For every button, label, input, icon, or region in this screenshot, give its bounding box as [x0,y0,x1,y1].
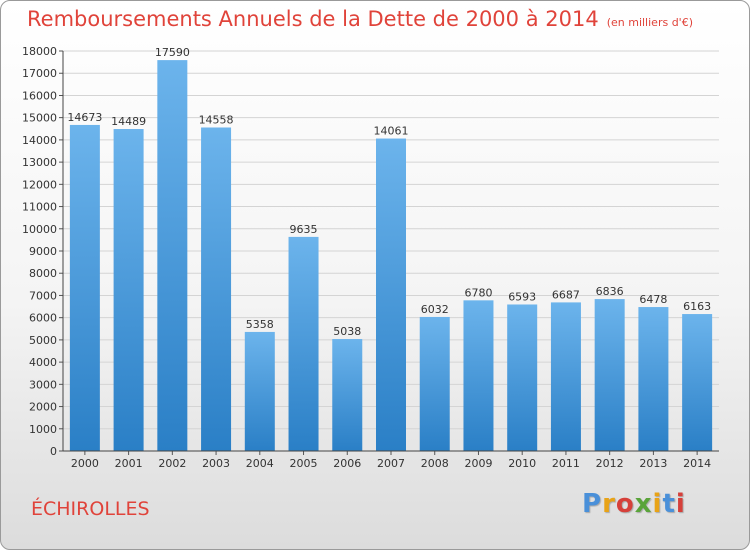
data-labels: 14673 14489 17590 14558 5358 9635 5038 14061 603… [67,46,711,338]
x-tick-label: 2012 [596,457,624,470]
logo-letter: P [582,489,603,519]
logo-letter: i [652,489,663,519]
data-label-2000: 14673 [67,111,102,124]
logo-letter: o [615,489,635,519]
y-tick-label: 16000 [22,89,57,102]
x-tick-label: 2014 [683,457,711,470]
bar-2004 [244,331,275,451]
x-tick-label: 2006 [333,457,361,470]
bar-2000 [69,124,100,451]
chart-subtitle: (en milliers d'€) [606,16,693,29]
data-label-2009: 6780 [464,286,492,299]
x-tick-label: 2007 [377,457,405,470]
y-tick-label: 17000 [22,67,57,80]
data-label-2012: 6836 [596,285,624,298]
data-label-2008: 6032 [421,303,449,316]
y-tick-label: 4000 [29,356,57,369]
x-axis-ticks: 2000 2001 2002 2003 2004 2005 2006 2007 2008 2009… [71,451,711,470]
data-label-2005: 9635 [290,223,318,236]
data-label-2006: 5038 [333,325,361,338]
bars [69,60,713,452]
y-tick-label: 1000 [29,423,57,436]
x-tick-label: 2011 [552,457,580,470]
y-tick-label: 5000 [29,334,57,347]
data-label-2002: 17590 [155,46,190,59]
bar-2008 [419,316,450,451]
y-tick-label: 13000 [22,156,57,169]
data-label-2014: 6163 [683,300,711,313]
x-tick-label: 2008 [421,457,449,470]
data-label-2011: 6687 [552,288,580,301]
logo-letter: r [602,489,616,519]
data-label-2004: 5358 [246,318,274,331]
y-tick-label: 0 [50,445,57,458]
bar-2001 [113,129,144,451]
bar-2006 [332,339,363,451]
y-tick-label: 7000 [29,289,57,302]
x-tick-label: 2000 [71,457,99,470]
bar-2014 [682,314,713,451]
y-tick-label: 6000 [29,312,57,325]
x-tick-label: 2003 [202,457,230,470]
y-tick-label: 11000 [22,201,57,214]
bar-2013 [638,307,669,451]
chart-title-text: Remboursements Annuels de la Dette de 20… [27,7,599,31]
logo-letter: i [675,489,686,519]
bar-2009 [463,300,494,451]
y-tick-label: 3000 [29,378,57,391]
y-tick-label: 8000 [29,267,57,280]
bar-2005 [288,236,319,451]
commune-name: ÉCHIROLLES [31,498,150,520]
data-label-2003: 14558 [199,113,234,126]
y-tick-label: 12000 [22,178,57,191]
x-tick-label: 2002 [158,457,186,470]
x-tick-label: 2010 [508,457,536,470]
data-label-2007: 14061 [374,125,409,138]
bar-2002 [157,60,188,451]
y-tick-label: 14000 [22,134,57,147]
x-tick-label: 2013 [639,457,667,470]
bar-2003 [201,127,232,451]
bar-2010 [507,304,538,451]
data-label-2010: 6593 [508,290,536,303]
x-tick-label: 2009 [464,457,492,470]
bar-2012 [594,299,625,451]
y-tick-label: 2000 [29,401,57,414]
proxiti-logo: Proxiti [582,489,686,519]
data-label-2013: 6478 [639,293,667,306]
data-label-2001: 14489 [111,115,146,128]
logo-letter: t [662,489,676,519]
x-tick-label: 2005 [290,457,318,470]
y-tick-label: 18000 [22,45,57,58]
y-tick-label: 9000 [29,245,57,258]
bar-2011 [550,302,581,451]
y-axis-ticks: 0 1000 2000 3000 4000 5000 6000 7000 8000 9000 100… [22,45,63,458]
x-tick-label: 2004 [246,457,274,470]
chart-title: Remboursements Annuels de la Dette de 20… [27,7,693,31]
bar-2007 [376,138,406,452]
y-tick-label: 15000 [22,112,57,125]
y-tick-label: 10000 [22,223,57,236]
logo-letter: x [634,489,653,519]
x-tick-label: 2001 [115,457,143,470]
